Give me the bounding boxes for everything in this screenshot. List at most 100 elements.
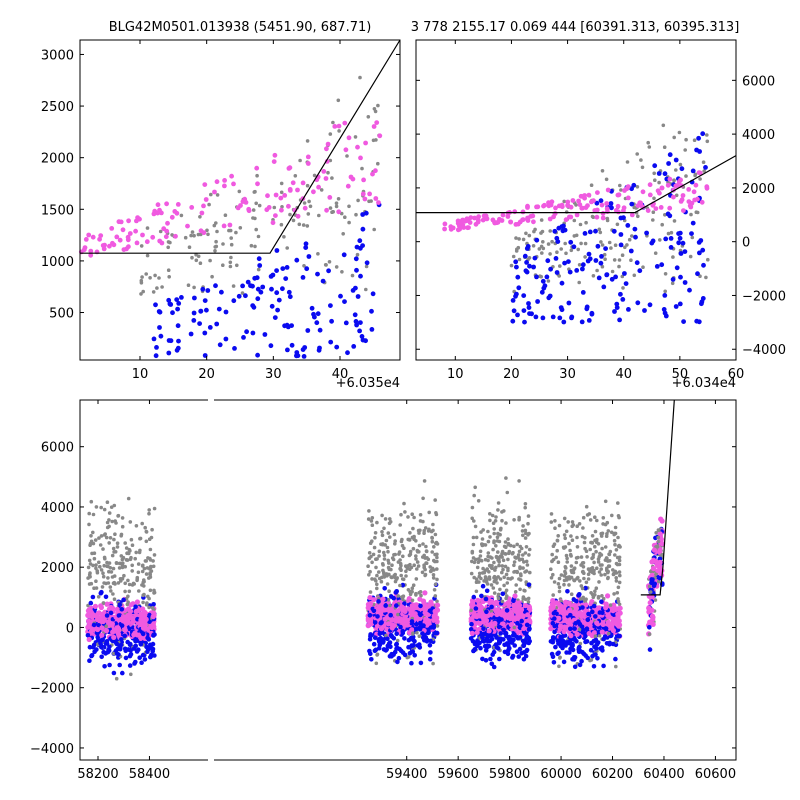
data-point bbox=[532, 229, 536, 234]
data-point bbox=[492, 620, 498, 627]
data-point bbox=[228, 260, 233, 265]
data-point bbox=[376, 599, 381, 604]
data-point bbox=[662, 171, 668, 177]
data-point bbox=[557, 576, 562, 581]
data-point bbox=[574, 203, 578, 207]
data-point bbox=[83, 237, 89, 242]
data-point bbox=[457, 221, 463, 227]
data-point bbox=[615, 591, 620, 595]
panel3-axis-break bbox=[208, 397, 214, 403]
x-tick-label: 40 bbox=[332, 367, 349, 382]
data-point bbox=[520, 529, 525, 533]
data-point bbox=[673, 157, 679, 163]
data-point bbox=[408, 567, 412, 571]
data-point bbox=[302, 264, 306, 268]
data-point bbox=[399, 512, 403, 517]
data-point bbox=[557, 589, 562, 594]
data-point bbox=[618, 291, 623, 297]
data-point bbox=[406, 588, 411, 592]
y-tick-label: 0 bbox=[66, 621, 74, 636]
data-point bbox=[559, 224, 565, 230]
data-point bbox=[434, 512, 439, 517]
data-point bbox=[617, 602, 622, 607]
data-point bbox=[662, 293, 668, 298]
data-point bbox=[600, 546, 604, 551]
data-point bbox=[521, 237, 526, 242]
data-point bbox=[546, 203, 552, 209]
data-point bbox=[97, 560, 101, 565]
data-point bbox=[478, 554, 483, 558]
data-point bbox=[547, 216, 553, 222]
data-point bbox=[527, 626, 532, 631]
data-point bbox=[107, 561, 112, 565]
data-point bbox=[265, 193, 270, 199]
data-point bbox=[562, 516, 567, 521]
data-point bbox=[608, 201, 614, 206]
data-point bbox=[616, 192, 622, 198]
data-point bbox=[579, 241, 583, 246]
data-point bbox=[329, 318, 334, 324]
data-point bbox=[617, 264, 621, 269]
data-point bbox=[684, 174, 688, 178]
data-point bbox=[422, 528, 427, 533]
data-point bbox=[172, 209, 178, 214]
data-point bbox=[705, 139, 710, 144]
data-point bbox=[428, 650, 433, 655]
data-point bbox=[571, 570, 576, 575]
data-point bbox=[415, 560, 420, 564]
data-point bbox=[572, 578, 577, 583]
data-point bbox=[209, 192, 213, 197]
data-point bbox=[414, 626, 419, 632]
data-point bbox=[625, 185, 630, 191]
data-point bbox=[628, 248, 634, 254]
data-point bbox=[500, 212, 506, 218]
data-point bbox=[521, 656, 527, 662]
data-point bbox=[614, 621, 620, 628]
data-point bbox=[390, 617, 396, 623]
data-point bbox=[297, 222, 302, 227]
data-point bbox=[606, 529, 611, 533]
data-point bbox=[637, 268, 643, 274]
data-point bbox=[86, 636, 92, 643]
data-point bbox=[330, 210, 334, 214]
data-point bbox=[229, 173, 235, 179]
data-point bbox=[568, 204, 574, 210]
data-point bbox=[613, 525, 618, 530]
data-point bbox=[377, 554, 381, 558]
data-point bbox=[503, 630, 509, 636]
data-point bbox=[493, 599, 499, 605]
data-point bbox=[674, 193, 679, 198]
data-point bbox=[367, 648, 372, 654]
data-point bbox=[288, 212, 292, 217]
data-point bbox=[338, 293, 343, 299]
data-point bbox=[577, 621, 583, 627]
zoom-panel-left: BLG42M0501.013938 (5451.90, 687.71) 10 20… bbox=[41, 20, 401, 391]
data-point bbox=[107, 541, 111, 545]
data-point bbox=[500, 549, 505, 554]
data-point bbox=[492, 575, 496, 580]
data-point bbox=[88, 248, 94, 254]
data-point bbox=[336, 197, 341, 201]
data-point bbox=[279, 207, 284, 213]
data-point bbox=[142, 622, 148, 628]
data-point bbox=[101, 547, 105, 551]
data-point bbox=[316, 252, 320, 256]
data-point bbox=[551, 214, 556, 220]
data-point bbox=[565, 560, 569, 564]
data-point bbox=[589, 183, 594, 187]
data-point bbox=[373, 531, 378, 535]
data-point bbox=[368, 601, 374, 607]
data-point bbox=[126, 496, 131, 501]
data-point bbox=[520, 209, 526, 215]
data-point bbox=[606, 569, 610, 574]
data-point bbox=[353, 256, 359, 262]
data-point bbox=[114, 606, 120, 612]
data-point bbox=[257, 203, 262, 208]
data-point bbox=[430, 535, 434, 540]
data-point bbox=[688, 254, 693, 259]
data-point bbox=[331, 120, 335, 125]
data-point bbox=[119, 607, 125, 612]
data-point bbox=[306, 212, 311, 216]
data-point bbox=[370, 577, 374, 581]
panel2-x-offset: +6.034e4 bbox=[672, 376, 736, 391]
